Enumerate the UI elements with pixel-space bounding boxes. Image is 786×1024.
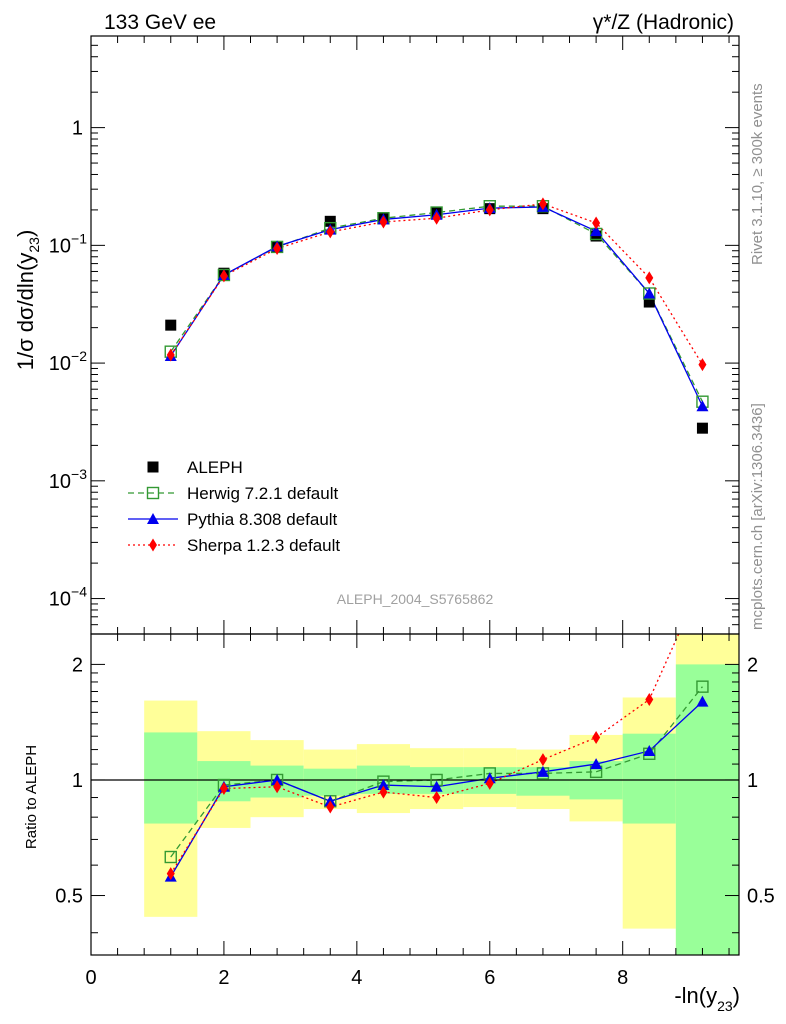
legend-label-herwig: Herwig 7.2.1 default xyxy=(187,484,338,503)
top-series-lines xyxy=(170,203,704,407)
top-line-sherpa xyxy=(170,203,704,365)
ratio-point-sherpa-3 xyxy=(326,800,335,814)
ratio-point-pythia-5 xyxy=(430,780,443,792)
legend-label-pythia: Pythia 8.308 default xyxy=(187,510,338,529)
band-inner-3 xyxy=(303,768,357,796)
bottom-frame xyxy=(90,633,740,956)
ratio-point-sherpa-2 xyxy=(273,780,282,794)
top-ytick-label-2: 10−2 xyxy=(49,348,87,375)
legend-label-data: ALEPH xyxy=(187,458,243,477)
ratio-series-markers xyxy=(164,680,709,882)
ratio-point-pythia-7 xyxy=(536,765,549,777)
top-ytick-label-4: 1 xyxy=(72,118,83,140)
header-right: γ*/Z (Hadronic) xyxy=(593,11,734,34)
xtick-label-2: 4 xyxy=(351,967,362,989)
top-y-axis-label: 1/σ dσ/dln(y23) xyxy=(13,230,42,371)
top-point-sherpa-10 xyxy=(698,358,707,372)
legend-marker-herwig xyxy=(146,486,160,500)
ratio-point-sherpa-7 xyxy=(538,753,547,767)
band-inner-0 xyxy=(144,732,198,824)
axes: 10−4 10−3 10−2 10−1 1 0.5 0.5 1 1 2 2 0 2 4 6 8 xyxy=(49,35,775,989)
ratio-point-pythia-8 xyxy=(590,758,603,770)
ratio-ytick-label-right-2: 2 xyxy=(747,654,758,676)
xtick-label-4: 8 xyxy=(617,967,628,989)
xtick-label-3: 6 xyxy=(484,967,495,989)
top-point-data-9 xyxy=(643,296,655,308)
analysis-label: ALEPH_2004_S5765862 xyxy=(337,591,494,607)
ratio-ytick-label-right-0: 0.5 xyxy=(747,886,775,908)
rivet-label: Rivet 3.1.10, ≥ 300k events xyxy=(749,83,766,265)
legend-label-sherpa: Sherpa 1.2.3 default xyxy=(187,536,340,555)
top-ytick-label-0: 10−4 xyxy=(49,584,87,611)
top-line-pythia xyxy=(170,206,704,407)
ratio-point-sherpa-8 xyxy=(592,731,601,745)
legend: ALEPH Herwig 7.2.1 default Pythia 8.308 de… xyxy=(128,458,340,555)
legend-marker-data xyxy=(147,461,159,473)
top-point-sherpa-6 xyxy=(485,203,494,217)
ratio-point-pythia-2 xyxy=(271,773,284,785)
header-left: 133 GeV ee xyxy=(104,11,216,34)
xtick-label-1: 2 xyxy=(218,967,229,989)
top-ytick-label-1: 10−3 xyxy=(49,466,87,493)
ratio-ytick-label-1: 1 xyxy=(72,770,83,792)
top-point-pythia-9 xyxy=(643,287,656,299)
ratio-point-pythia-4 xyxy=(377,779,390,791)
top-line-herwig xyxy=(170,205,704,402)
top-series-markers xyxy=(164,197,709,434)
ratio-point-sherpa-0 xyxy=(166,867,175,881)
ratio-ytick-label-0: 0.5 xyxy=(55,886,83,908)
top-point-sherpa-3 xyxy=(326,225,335,239)
x-axis-label: -ln(y23) xyxy=(674,983,740,1014)
top-point-sherpa-0 xyxy=(166,348,175,362)
top-point-sherpa-7 xyxy=(538,197,547,211)
mcplots-label: mcplots.cern.ch [arXiv:1306.3436] xyxy=(749,403,766,630)
ratio-line-sherpa xyxy=(170,634,680,875)
legend-marker-pythia xyxy=(147,513,159,524)
legend-marker-sherpa xyxy=(149,538,157,552)
top-point-sherpa-1 xyxy=(219,269,228,283)
top-point-sherpa-8 xyxy=(592,216,601,230)
bottom-y-axis-label: Ratio to ALEPH xyxy=(23,745,40,849)
ratio-point-herwig-0 xyxy=(164,850,177,864)
ratio-point-herwig-10 xyxy=(696,680,709,693)
ratio-point-sherpa-1 xyxy=(219,782,228,796)
ratio-ytick-label-right-1: 1 xyxy=(747,770,758,792)
ratio-point-sherpa-6 xyxy=(485,776,494,790)
band-inner-10 xyxy=(675,664,739,955)
top-point-pythia-8 xyxy=(590,225,603,237)
ratio-point-pythia-9 xyxy=(643,744,656,756)
top-ytick-label-3: 10−1 xyxy=(49,230,87,257)
top-point-data-10 xyxy=(696,422,708,434)
top-point-sherpa-5 xyxy=(432,211,441,225)
xtick-label-0: 0 xyxy=(85,967,96,989)
ratio-ytick-label-2: 2 xyxy=(72,654,83,676)
uncertainty-bands xyxy=(144,634,739,955)
top-point-data-0 xyxy=(165,319,177,331)
top-point-data-3 xyxy=(324,215,336,227)
top-point-sherpa-4 xyxy=(379,215,388,229)
ratio-point-sherpa-5 xyxy=(432,791,441,805)
ratio-point-sherpa-4 xyxy=(379,785,388,799)
top-point-pythia-10 xyxy=(696,400,709,412)
top-point-sherpa-9 xyxy=(645,271,654,285)
top-point-sherpa-2 xyxy=(273,242,282,256)
ratio-point-pythia-10 xyxy=(696,695,709,707)
ratio-point-sherpa-9 xyxy=(645,693,654,707)
